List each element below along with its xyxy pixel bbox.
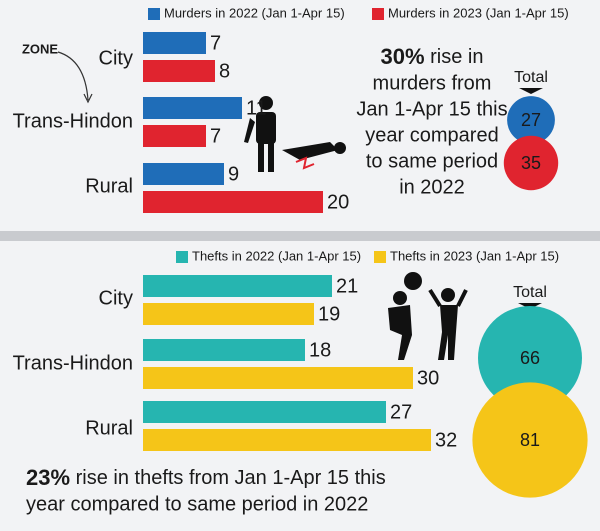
axis-label: ZONE (22, 41, 58, 56)
total-label: 81 (520, 430, 540, 450)
category-label: Trans-Hindon (13, 110, 133, 132)
bar (143, 275, 332, 297)
annotation-line: Jan 1-Apr 15 this (356, 98, 507, 120)
murder-icon (244, 96, 346, 172)
value-label: 7 (210, 125, 221, 147)
legend-label: Thefts in 2022 (Jan 1-Apr 15) (192, 248, 361, 263)
bar (143, 303, 314, 325)
value-label: 7 (210, 32, 221, 54)
category-label: Rural (85, 175, 133, 197)
legend-swatch (374, 251, 386, 263)
value-label: 27 (390, 401, 412, 423)
bar (143, 429, 431, 451)
zone-arrow-head (83, 93, 93, 104)
bar (143, 32, 206, 54)
annotation: 23% rise in thefts from Jan 1-Apr 15 thi… (26, 465, 386, 490)
annotation-line: to same period (366, 150, 498, 172)
value-label: 11 (246, 97, 267, 119)
value-label: 18 (309, 339, 331, 361)
bar (143, 163, 224, 185)
category-label: City (99, 287, 133, 309)
value-label: 9 (228, 163, 239, 185)
bar (143, 60, 215, 82)
theft-icon (388, 272, 468, 360)
total-label: 35 (521, 153, 541, 173)
total-bubble (503, 135, 559, 191)
annotation-line: year compared (365, 124, 498, 146)
zone-arrow (57, 51, 89, 101)
bar (143, 191, 323, 213)
total-label: 66 (520, 348, 540, 368)
annotation-line: rise in (430, 46, 483, 68)
bar (143, 401, 386, 423)
category-label: Trans-Hindon (13, 352, 133, 374)
total-label: 27 (521, 110, 541, 130)
bar (143, 125, 206, 147)
annotation-highlight: 30% (381, 44, 425, 69)
value-label: 20 (327, 191, 349, 213)
legend-swatch (148, 8, 160, 20)
total-bubble (478, 306, 582, 410)
total-bubble (472, 382, 588, 498)
bar (143, 367, 413, 389)
totals-pointer (518, 303, 542, 309)
value-label: 30 (417, 367, 439, 389)
legend-label: Thefts in 2023 (Jan 1-Apr 15) (390, 248, 559, 263)
legend-swatch (176, 251, 188, 263)
annotation-highlight: 23% (26, 465, 70, 490)
annotation-line: rise in thefts from Jan 1-Apr 15 this (76, 467, 386, 489)
category-label: City (99, 47, 133, 69)
annotation-line: year compared to same period in 2022 (26, 493, 368, 515)
separator (0, 231, 600, 241)
annotation-line: murders from (373, 72, 492, 94)
legend-swatch (372, 8, 384, 20)
bar (143, 97, 242, 119)
legend-label: Murders in 2023 (Jan 1-Apr 15) (388, 5, 569, 20)
value-label: 32 (435, 429, 457, 451)
legend-label: Murders in 2022 (Jan 1-Apr 15) (164, 5, 345, 20)
value-label: 19 (318, 303, 340, 325)
annotation-line: in 2022 (399, 176, 465, 198)
annotation: 30% rise in (381, 44, 484, 69)
totals-label: Total (513, 284, 547, 301)
totals-pointer (519, 88, 543, 94)
totals-label: Total (514, 69, 548, 86)
bar (143, 339, 305, 361)
total-bubble (507, 96, 555, 144)
category-label: Rural (85, 417, 133, 439)
value-label: 21 (336, 275, 358, 297)
value-label: 8 (219, 60, 230, 82)
